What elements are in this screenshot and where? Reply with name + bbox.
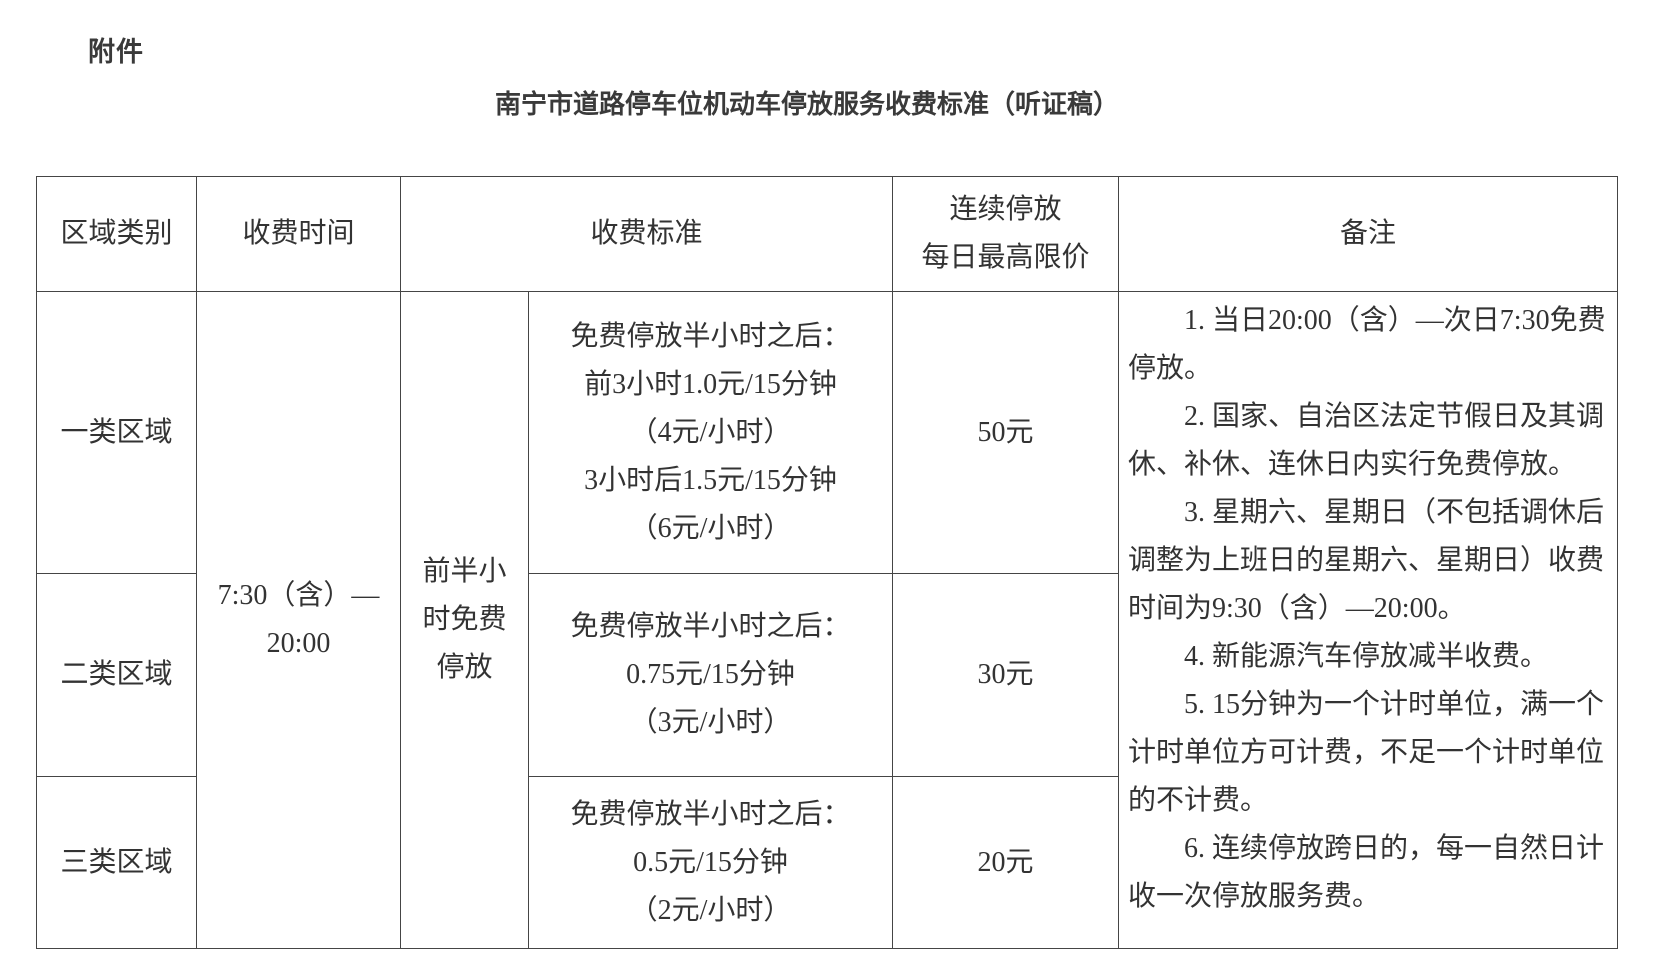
remarks-cell: 1. 当日20:00（含）—次日7:30免费停放。 2. 国家、自治区法定节假日… [1118,291,1619,949]
standard-cell-2: 免费停放半小时之后： 0.75元/15分钟 （3元/小时） [527,573,894,777]
area-cell-3: 三类区域 [36,776,197,949]
col-header-daily-cap: 连续停放 每日最高限价 [892,176,1120,292]
daily-cap-cell-2: 30元 [892,573,1120,777]
daily-cap-cell-1: 50元 [892,291,1120,574]
remark-item-6: 6. 连续停放跨日的，每一自然日计收一次停放服务费。 [1128,833,1605,912]
table-row-area-1: 一类区域 7:30（含）— 20:00 前半小 时免费 停放 免费停放半小时之后… [36,291,1619,949]
remark-item-1: 1. 当日20:00（含）—次日7:30免费停放。 [1128,305,1606,384]
col-header-standard: 收费标准 [399,176,894,292]
table-row-area-3: 三类区域 免费停放半小时之后： 0.5元/15分钟 （2元/小时） 20元 [36,776,1618,949]
standard-cell-3: 免费停放半小时之后： 0.5元/15分钟 （2元/小时） [527,776,894,949]
table-header-row: 区域类别 收费时间 收费标准 连续停放 每日最高限价 备注 [36,176,1619,292]
attachment-label: 附件 [88,37,144,67]
area-cell-1: 一类区域 [36,291,197,574]
area-cell-2: 二类区域 [36,573,197,777]
remark-item-4: 4. 新能源汽车停放减半收费。 [1184,641,1549,672]
daily-cap-cell-3: 20元 [892,776,1120,949]
col-header-area: 区域类别 [36,176,197,292]
remark-item-5: 5. 15分钟为一个计时单位，满一个计时单位方可计费，不足一个计时单位的不计费。 [1128,689,1605,816]
col-header-time: 收费时间 [196,176,401,292]
standard-cell-1: 免费停放半小时之后： 前3小时1.0元/15分钟 （4元/小时） 3小时后1.5… [527,291,894,574]
col-header-remarks: 备注 [1118,176,1619,292]
charging-time-cell: 7:30（含）— 20:00 [196,291,401,949]
table-row-area-2: 二类区域 免费停放半小时之后： 0.75元/15分钟 （3元/小时） 30元 [36,573,1618,777]
fee-table: 区域类别 收费时间 收费标准 连续停放 每日最高限价 备注 一类区域 7:30（… [36,176,1619,949]
page-title: 南宁市道路停车位机动车停放服务收费标准（听证稿） [494,89,1119,119]
remark-item-3: 3. 星期六、星期日（不包括调休后调整为上班日的星期六、星期日）收费时间为9:3… [1128,497,1605,624]
remark-item-2: 2. 国家、自治区法定节假日及其调休、补休、连休日内实行免费停放。 [1128,401,1605,480]
free-half-hour-cell: 前半小 时免费 停放 [400,291,529,949]
